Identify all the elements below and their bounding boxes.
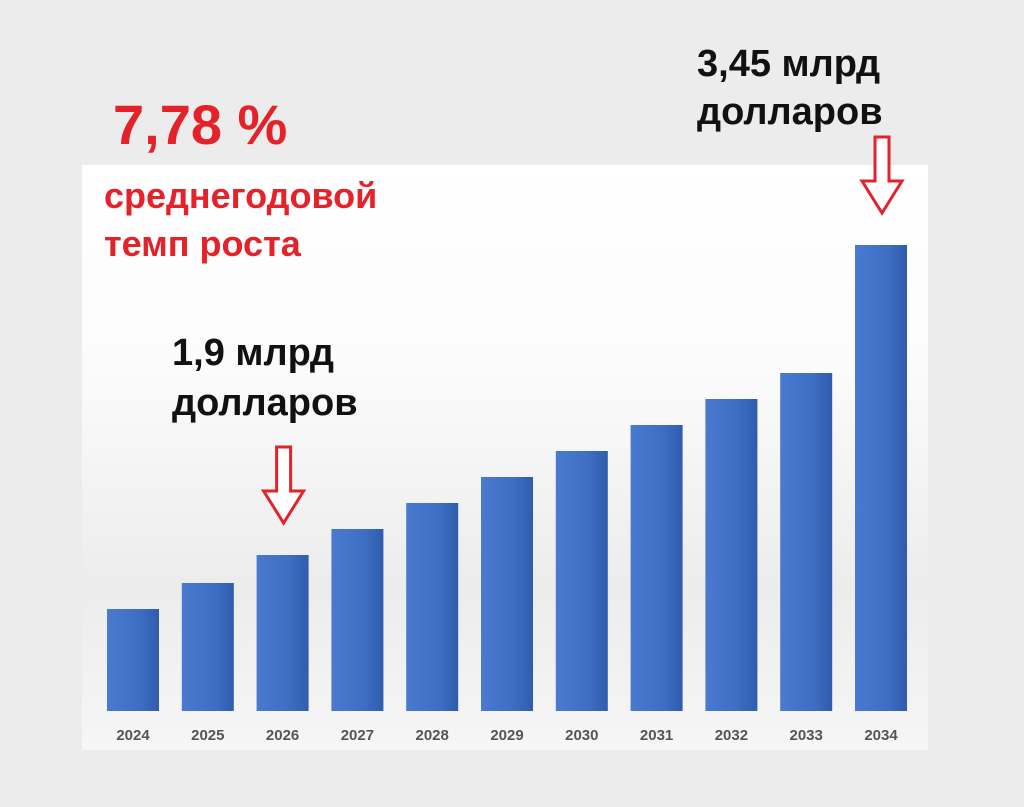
value-label-2034-line1: 3,45 млрд [697, 43, 881, 85]
bar-2029 [481, 477, 533, 711]
bar-2034 [855, 245, 907, 711]
growth-rate-value: 7,78 % [113, 93, 288, 156]
value-label-2026: 1,9 млрд долларов [172, 328, 358, 428]
tick-label-2028: 2028 [416, 727, 449, 744]
tick-label-2026: 2026 [266, 727, 299, 744]
tick-label-2031: 2031 [640, 727, 673, 744]
bar-2031 [630, 425, 683, 711]
tick-label-2024: 2024 [116, 727, 150, 744]
bar-2025 [181, 583, 234, 711]
bar-2028 [406, 503, 459, 711]
bar-2033 [780, 373, 833, 711]
arrow-down-icon-2034 [859, 135, 905, 216]
value-label-2034-line2: долларов [697, 91, 883, 133]
tick-label-2034: 2034 [864, 727, 898, 744]
tick-label-2027: 2027 [341, 727, 374, 744]
bar-2030 [555, 451, 608, 711]
bar-2027 [331, 529, 384, 711]
bar-series [107, 245, 907, 711]
tick-label-2032: 2032 [715, 727, 748, 744]
value-label-2026-line1: 1,9 млрд [172, 332, 335, 374]
growth-rate-caption-line1: среднегодовой [104, 175, 378, 216]
tick-label-2030: 2030 [565, 727, 598, 744]
tick-label-2033: 2033 [790, 727, 823, 744]
value-label-2034: 3,45 млрд долларов [697, 40, 883, 136]
bar-2024 [107, 609, 159, 711]
tick-label-2029: 2029 [490, 727, 523, 744]
arrow-markers [260, 135, 905, 526]
value-label-2026-line2: долларов [172, 382, 358, 424]
arrow-down-icon-2026 [260, 445, 307, 526]
bar-2026 [256, 555, 309, 711]
tick-label-2025: 2025 [191, 727, 224, 744]
growth-rate-caption-line2: темп роста [104, 223, 301, 264]
bar-2032 [705, 399, 758, 711]
growth-rate-caption: среднегодовой темп роста [104, 172, 377, 268]
x-axis-ticks: 2024 2025 2026 2027 2028 2029 2030 2031 2032 2033… [116, 727, 898, 744]
